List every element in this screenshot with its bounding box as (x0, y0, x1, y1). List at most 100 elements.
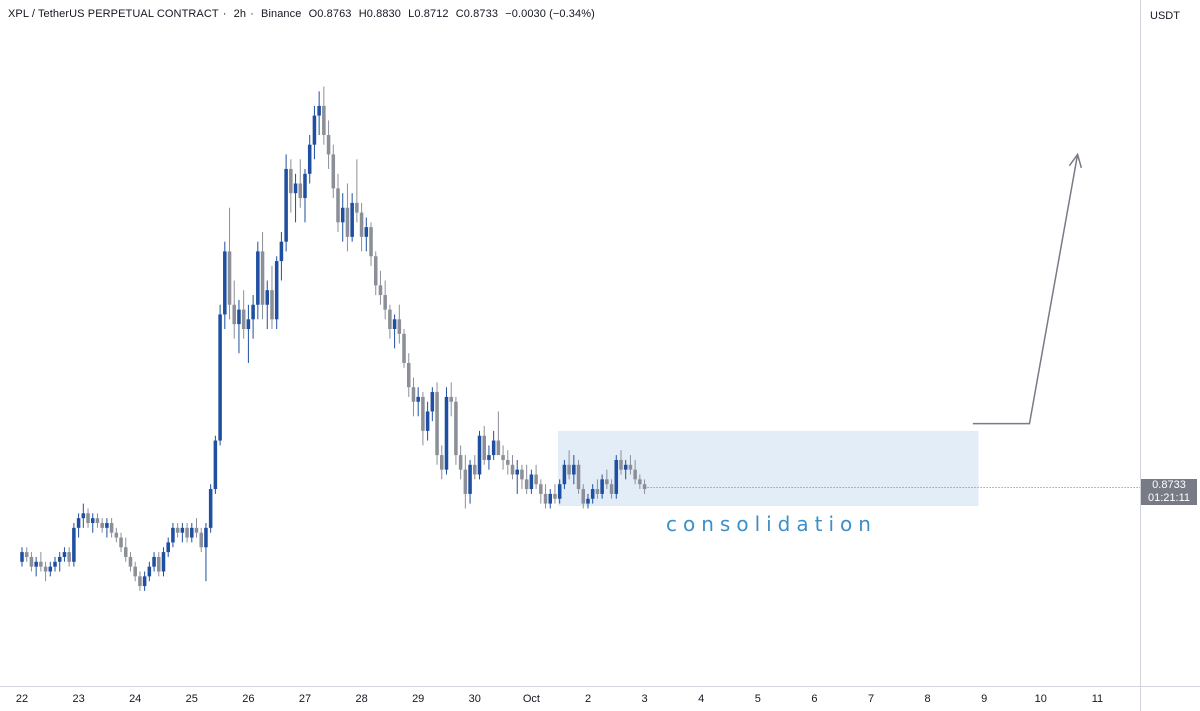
time-tick-label: 2 (585, 693, 591, 705)
bar-countdown: 01:21:11 (1147, 492, 1190, 505)
candle-body (293, 183, 298, 194)
candle-body (581, 489, 586, 504)
candle (199, 527, 203, 553)
candle-body (123, 547, 128, 557)
last-price-tag: 0.8733 01:21:11 (1141, 479, 1197, 506)
time-tick-label: 6 (811, 693, 817, 705)
candle-body (241, 309, 246, 329)
candle (439, 445, 444, 480)
currency-label[interactable]: USDT (1150, 10, 1180, 22)
candle-body (194, 527, 199, 533)
time-tick-label: 22 (16, 693, 28, 705)
candle (562, 459, 567, 490)
candle-body (482, 435, 486, 460)
candle-body (180, 527, 185, 533)
candle (463, 455, 468, 509)
candle (303, 168, 307, 223)
candle (284, 154, 288, 252)
candle-body (34, 561, 38, 567)
candle (142, 571, 147, 591)
candle-body (383, 295, 387, 310)
candle (67, 547, 71, 567)
candle-body (506, 459, 510, 465)
low-value: L0.8712 (408, 8, 449, 20)
time-tick-label: 5 (755, 693, 761, 705)
candle (161, 547, 166, 577)
candle-body (105, 523, 109, 528)
candle (496, 411, 501, 456)
candle-body (284, 168, 288, 242)
time-tick-layer: 22 23 24 25 26 27 28 29 30 Oct 2 3 4 5 6 7 8 9 10 11 (16, 693, 1103, 705)
candle-body (402, 333, 406, 363)
time-axis[interactable] (0, 686, 1140, 711)
projection-arrow-line[interactable] (972, 154, 1079, 425)
candle-body (628, 464, 633, 470)
candle-body (364, 227, 369, 237)
candle (307, 135, 312, 184)
candle-body (586, 498, 590, 504)
candle-body (520, 469, 524, 480)
candle (260, 232, 265, 320)
candle (157, 552, 161, 577)
consolidation-zone[interactable] (558, 430, 979, 507)
candle-body (421, 396, 425, 431)
candle-body (633, 469, 637, 480)
candle-body (510, 464, 515, 475)
candle (331, 144, 336, 199)
candle-body (76, 518, 81, 528)
candle-body (553, 493, 557, 499)
interval-label[interactable]: 2h (233, 8, 247, 20)
candle-body (128, 556, 133, 567)
candle-body (406, 362, 411, 388)
candle (491, 430, 496, 460)
time-tick-label: 10 (1035, 693, 1047, 705)
candle-body (251, 304, 255, 320)
candle (175, 523, 180, 538)
candle-body (199, 532, 203, 548)
candle-body (260, 251, 265, 305)
candle-body (473, 464, 477, 475)
candle-body (100, 523, 104, 528)
candle (76, 513, 81, 538)
candle (595, 479, 600, 499)
candle (119, 532, 123, 553)
candle-body (109, 523, 114, 533)
candle (312, 105, 317, 160)
candle (289, 159, 293, 213)
candle-body (185, 527, 189, 538)
candle (20, 547, 24, 567)
time-tick-label: 4 (698, 693, 704, 705)
price-axis[interactable] (1140, 0, 1200, 686)
candle (43, 561, 48, 582)
candle (62, 547, 67, 562)
time-tick-label: 29 (412, 693, 424, 705)
candle-body (53, 561, 57, 567)
projection-arrowhead (1068, 152, 1083, 169)
candle (133, 561, 137, 582)
candle (293, 173, 298, 223)
candle-body (171, 527, 175, 543)
candle (72, 523, 76, 567)
candle (34, 556, 38, 577)
candle (524, 464, 529, 494)
candle (256, 241, 260, 320)
candle-body (20, 552, 24, 562)
symbol-name[interactable]: XPL / TetherUS PERPETUAL CONTRACT (8, 8, 219, 20)
candle-body (237, 309, 241, 325)
candle-body (378, 285, 383, 296)
candle (246, 304, 251, 363)
candle-body (312, 115, 317, 145)
candle-body (524, 479, 529, 490)
candle (48, 561, 53, 577)
exchange-label: Binance (261, 8, 302, 20)
candle-body (289, 168, 293, 194)
candle (39, 552, 43, 572)
last-price-value: 0.8733 (1152, 479, 1186, 492)
candle-body (638, 479, 642, 485)
candle (444, 387, 449, 475)
time-tick-label: 8 (925, 693, 931, 705)
candle (515, 459, 519, 494)
candle-body (72, 527, 76, 562)
